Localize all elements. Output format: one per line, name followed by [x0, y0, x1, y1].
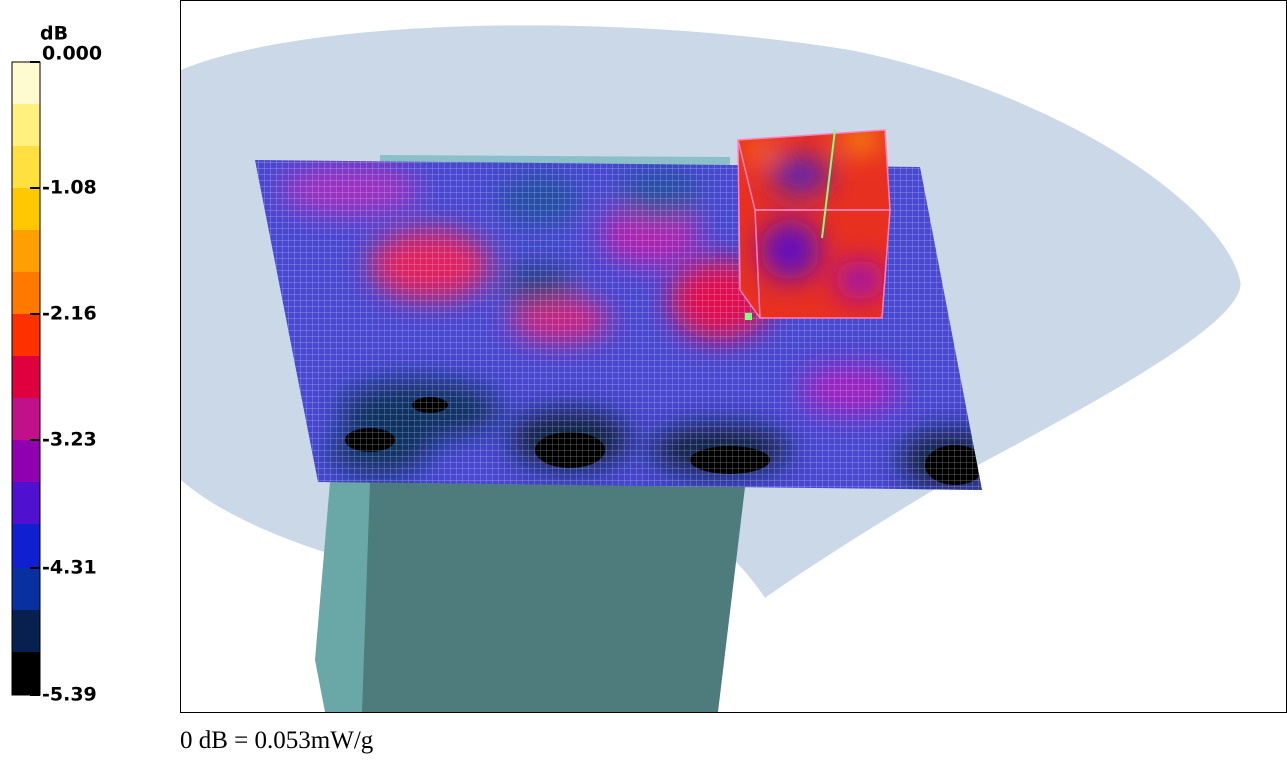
page: dB 0.000 -1.08 -2.16 -3.23 -4.31 -5.39 [0, 0, 1287, 757]
tick-label: -3.23 [42, 429, 97, 451]
tick-label: 0.000 [42, 43, 102, 65]
screen: dB 0.000 -1.08 -2.16 -3.23 -4.31 -5.39 [0, 0, 1287, 757]
tick-label: -1.08 [42, 177, 97, 199]
tick-label: -2.16 [42, 303, 97, 325]
footnote: 0 dB = 0.053mW/g [180, 727, 374, 754]
tick-label: -4.31 [42, 557, 97, 579]
colorbar-unit: dB [40, 23, 68, 45]
render-view [181, 1, 1287, 713]
colorbar: dB 0.000 -1.08 -2.16 -3.23 -4.31 -5.39 [12, 23, 102, 706]
tick-label: -5.39 [42, 684, 97, 706]
